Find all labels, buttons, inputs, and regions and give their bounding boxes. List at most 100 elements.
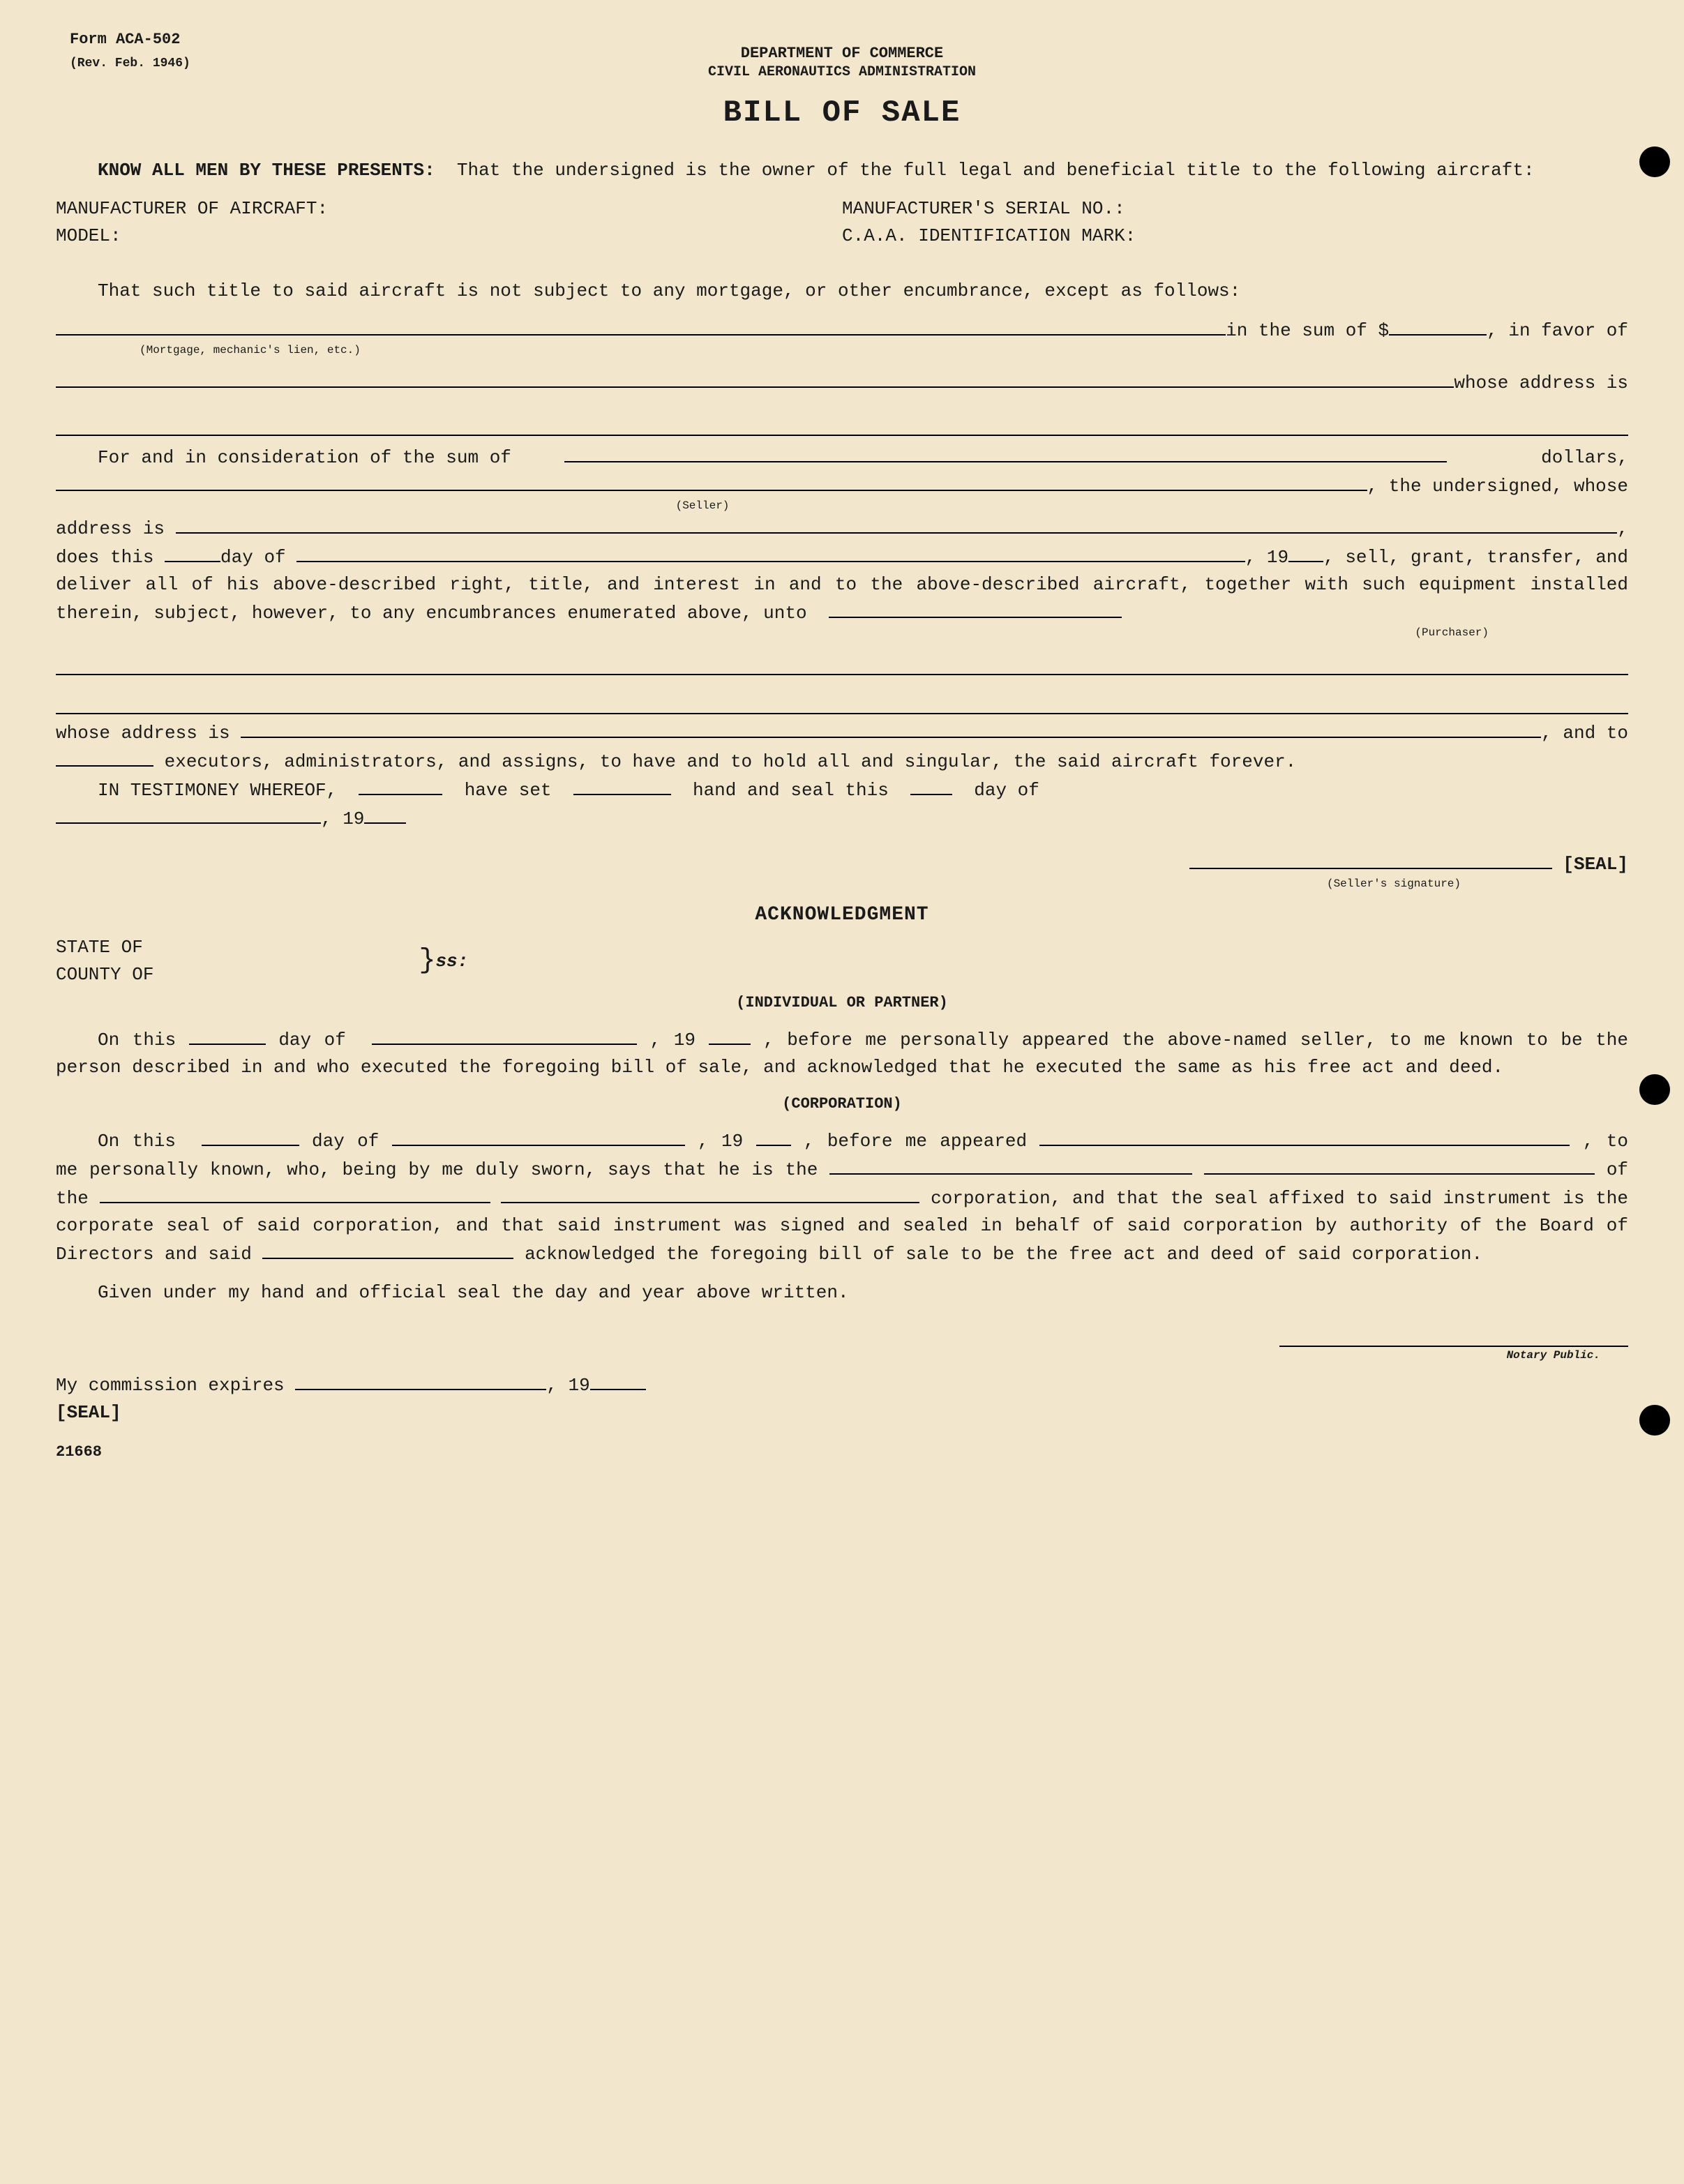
encumbrance-line1: in the sum of $ , in favor of — [56, 316, 1628, 345]
caa-id-label: C.A.A. IDENTIFICATION MARK: — [842, 223, 1136, 250]
testimony-lead: IN TESTIMONEY WHEREOF, — [98, 780, 337, 801]
testimony-year-blank — [364, 804, 406, 824]
purchaser-line2 — [56, 648, 1628, 675]
purchaser-address-blank — [241, 718, 1541, 738]
intro-lead: KNOW ALL MEN BY THESE PRESENTS: — [98, 160, 435, 181]
individual-partner-heading: (INDIVIDUAL OR PARTNER) — [56, 991, 1628, 1014]
ack2-year-blank — [756, 1127, 791, 1146]
ss-label: ss: — [435, 948, 468, 975]
month-blank — [296, 543, 1245, 562]
address-is-label: address is — [56, 515, 165, 543]
sum-blank — [1389, 316, 1487, 336]
testimony-year-line: , 19 — [56, 804, 1628, 833]
ack2-d: , before me appeared — [804, 1131, 1027, 1152]
favor-line: whose address is — [56, 368, 1628, 397]
commission-blank — [295, 1371, 546, 1390]
seal-sig-row: [SEAL] (Seller's signature) — [56, 850, 1628, 892]
corporation-heading: (CORPORATION) — [56, 1092, 1628, 1115]
testimony-blank1 — [359, 776, 442, 795]
state-of-label: STATE OF — [56, 934, 153, 961]
testimony-day-blank — [910, 776, 952, 795]
hole-punch-top — [1639, 146, 1670, 177]
intro-tail: That the undersigned is the owner of the… — [457, 160, 1535, 181]
ack2-a: On this — [98, 1131, 176, 1152]
to-blank — [56, 747, 153, 767]
consideration-line: For and in consideration of the sum of d… — [56, 443, 1628, 472]
whose-address-label: whose address is — [1454, 370, 1628, 397]
ack2-month-blank — [392, 1127, 685, 1146]
commission-b: , 19 — [546, 1372, 589, 1399]
subdepartment: CIVIL AERONAUTICS ADMINISTRATION — [56, 62, 1628, 83]
seal-label-2: [SEAL] — [56, 1402, 121, 1423]
seller-line: , the undersigned, whose — [56, 472, 1628, 500]
hole-punch-mid — [1639, 1074, 1670, 1105]
serial-label: MANUFACTURER'S SERIAL NO.: — [842, 195, 1125, 223]
testimony-day-of: day of — [974, 780, 1039, 801]
year-blank — [1288, 543, 1323, 562]
purchaser-blank — [829, 598, 1122, 618]
seller-blank — [56, 472, 1367, 491]
deliver-paragraph: deliver all of his above-described right… — [56, 571, 1628, 627]
notary-sig-blank — [1279, 1327, 1628, 1347]
have-set: have set — [465, 780, 552, 801]
seller-address-line: address is , — [56, 514, 1628, 543]
does-this-d: , sell, grant, transfer, and — [1323, 544, 1628, 571]
hole-punch-bottom — [1639, 1405, 1670, 1436]
consideration-start: For and in consideration of the sum of — [56, 444, 511, 472]
sum-label: in the sum of $ — [1226, 317, 1389, 345]
aircraft-fields: MANUFACTURER OF AIRCRAFT: MANUFACTURER'S… — [56, 195, 1628, 250]
ack2-title-blank — [829, 1155, 1192, 1175]
notary-label: Notary Public. — [56, 1347, 1600, 1364]
address-blank-line — [56, 409, 1628, 436]
purchaser-line3 — [56, 688, 1628, 714]
ack1-year-blank — [709, 1025, 751, 1045]
model-label: MODEL: — [56, 223, 842, 250]
executors-text: executors, administrators, and assigns, … — [165, 748, 1628, 776]
mortgage-blank — [56, 316, 1226, 336]
state-county-block: STATE OF COUNTY OF } ss: — [56, 934, 1628, 988]
ack1-month-blank — [372, 1025, 637, 1045]
seller-signature-blank — [1189, 850, 1552, 869]
does-this-c: , 19 — [1245, 544, 1288, 571]
ack2-ack-tail: acknowledged the foregoing bill of sale … — [525, 1244, 1482, 1265]
ack1-b: day of — [278, 1030, 346, 1050]
encumbrance-paragraph: That such title to said aircraft is not … — [56, 278, 1628, 305]
ack2-b: day of — [312, 1131, 379, 1152]
commission-a: My commission expires — [56, 1372, 285, 1399]
ack2-corp-blank — [100, 1184, 490, 1203]
purchaser-address-line: whose address is , and to — [56, 718, 1628, 747]
commission-year-blank — [590, 1371, 646, 1390]
brace-icon: } — [419, 953, 435, 970]
form-label: Form — [70, 31, 107, 48]
ack2-day-blank — [202, 1127, 299, 1146]
form-header: Form ACA-502 (Rev. Feb. 1946) — [70, 28, 190, 74]
hand-seal: hand and seal this — [693, 780, 889, 801]
does-this-line: does this day of , 19 , sell, grant, tra… — [56, 543, 1628, 571]
ack-corporation-paragraph: On this day of , 19 , before me appeared… — [56, 1127, 1628, 1268]
seller-sig-caption: (Seller's signature) — [56, 875, 1461, 892]
seller-address-blank — [176, 514, 1618, 534]
whose-address2-label: whose address is — [56, 720, 230, 747]
form-revision: (Rev. Feb. 1946) — [70, 57, 190, 70]
ack-heading: ACKNOWLEDGMENT — [56, 901, 1628, 930]
favor-blank — [56, 368, 1454, 388]
notary-block: Notary Public. — [56, 1327, 1628, 1364]
commission-line: My commission expires , 19 — [56, 1371, 1628, 1399]
favor-label: , in favor of — [1487, 317, 1628, 345]
ack2-title-blank2 — [1204, 1155, 1595, 1175]
county-of-label: COUNTY OF — [56, 961, 153, 988]
given-paragraph: Given under my hand and official seal th… — [56, 1279, 1628, 1306]
undersigned-label: , the undersigned, whose — [1367, 473, 1628, 500]
testimony-year: , 19 — [321, 806, 364, 833]
seal-label-1: [SEAL] — [1563, 851, 1628, 878]
form-number: ACA-502 — [116, 31, 180, 48]
and-to-label: , and to — [1541, 720, 1628, 747]
ack2-corp-blank2 — [501, 1184, 919, 1203]
testimony-line: IN TESTIMONEY WHEREOF, have set hand and… — [56, 776, 1628, 804]
document-title: BILL OF SALE — [56, 90, 1628, 136]
dollars-label: dollars, — [1499, 444, 1628, 472]
ack2-c: , 19 — [698, 1131, 743, 1152]
executors-line: executors, administrators, and assigns, … — [56, 747, 1628, 776]
testimony-month-blank — [56, 804, 321, 824]
ack1-c: , 19 — [650, 1030, 696, 1050]
